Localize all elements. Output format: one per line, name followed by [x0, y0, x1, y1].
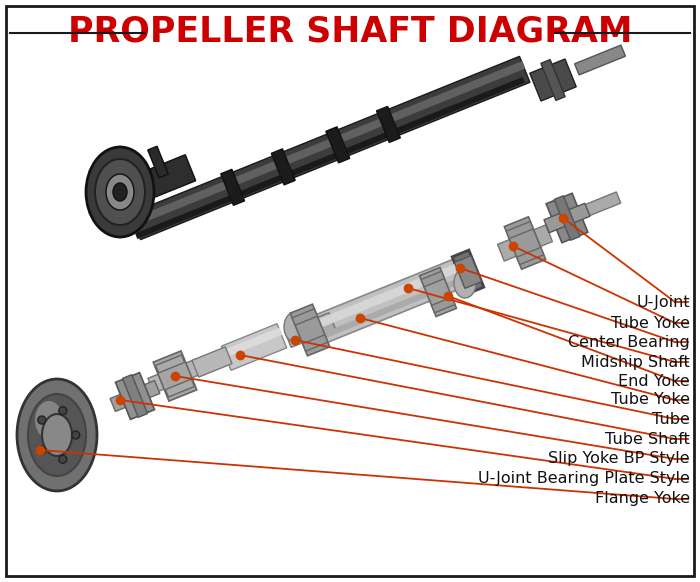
Bar [454, 255, 482, 288]
Bar [575, 45, 625, 75]
Text: Tube Yoke: Tube Yoke [611, 392, 690, 407]
Circle shape [59, 407, 66, 415]
Bar [377, 107, 400, 143]
Text: U-Joint: U-Joint [636, 294, 690, 310]
Bar [192, 347, 232, 377]
Bar [498, 225, 552, 261]
Text: Midship Shaft: Midship Shaft [581, 354, 690, 370]
Bar [290, 304, 330, 356]
Bar [221, 324, 287, 370]
Bar [272, 149, 295, 185]
Ellipse shape [86, 147, 154, 237]
Bar [165, 379, 195, 397]
Bar [295, 259, 464, 351]
Bar [220, 169, 244, 205]
Bar [284, 313, 335, 347]
Ellipse shape [35, 401, 63, 439]
Text: Tube: Tube [652, 411, 690, 427]
Bar [541, 59, 565, 101]
Bar [544, 203, 590, 233]
Text: U-Joint Bearing Plate Style: U-Joint Bearing Plate Style [478, 471, 690, 487]
Bar [155, 355, 185, 373]
Circle shape [59, 455, 66, 463]
Bar [579, 192, 621, 218]
Bar [153, 351, 197, 401]
Bar [116, 372, 155, 420]
Bar [302, 335, 328, 351]
Bar [134, 155, 196, 201]
Bar [135, 77, 525, 239]
Text: Tube Shaft: Tube Shaft [605, 431, 690, 446]
Ellipse shape [106, 174, 134, 210]
Ellipse shape [42, 414, 72, 456]
Bar [554, 196, 580, 240]
Bar [148, 146, 168, 178]
Bar [301, 279, 459, 347]
Circle shape [38, 416, 46, 424]
Text: Center Bearing: Center Bearing [568, 335, 690, 350]
Ellipse shape [454, 268, 476, 298]
Ellipse shape [17, 379, 97, 491]
Text: End Yoke: End Yoke [618, 374, 690, 389]
Bar [148, 359, 202, 393]
Text: PROPELLER SHAFT DIAGRAM: PROPELLER SHAFT DIAGRAM [68, 15, 632, 49]
Bar [110, 381, 160, 411]
Text: Flange Yoke: Flange Yoke [595, 492, 690, 506]
Circle shape [38, 446, 46, 454]
Text: Tube Yoke: Tube Yoke [611, 315, 690, 331]
Bar [421, 271, 444, 287]
Ellipse shape [113, 183, 127, 201]
Ellipse shape [28, 394, 86, 476]
Bar [530, 59, 576, 101]
Ellipse shape [95, 159, 145, 225]
Bar [122, 375, 148, 417]
Bar [326, 127, 350, 163]
Text: Slip Yoke BP Style: Slip Yoke BP Style [548, 452, 690, 467]
Bar [300, 264, 460, 335]
Bar [452, 250, 484, 294]
Bar [419, 268, 456, 317]
Bar [431, 297, 455, 313]
Bar [292, 309, 317, 325]
Bar [225, 328, 282, 357]
Bar [517, 247, 544, 265]
Bar [546, 193, 588, 243]
Ellipse shape [284, 312, 306, 342]
Bar [504, 217, 546, 269]
Circle shape [71, 431, 80, 439]
Bar [130, 56, 530, 240]
Bar [134, 61, 525, 225]
Bar [506, 221, 533, 239]
